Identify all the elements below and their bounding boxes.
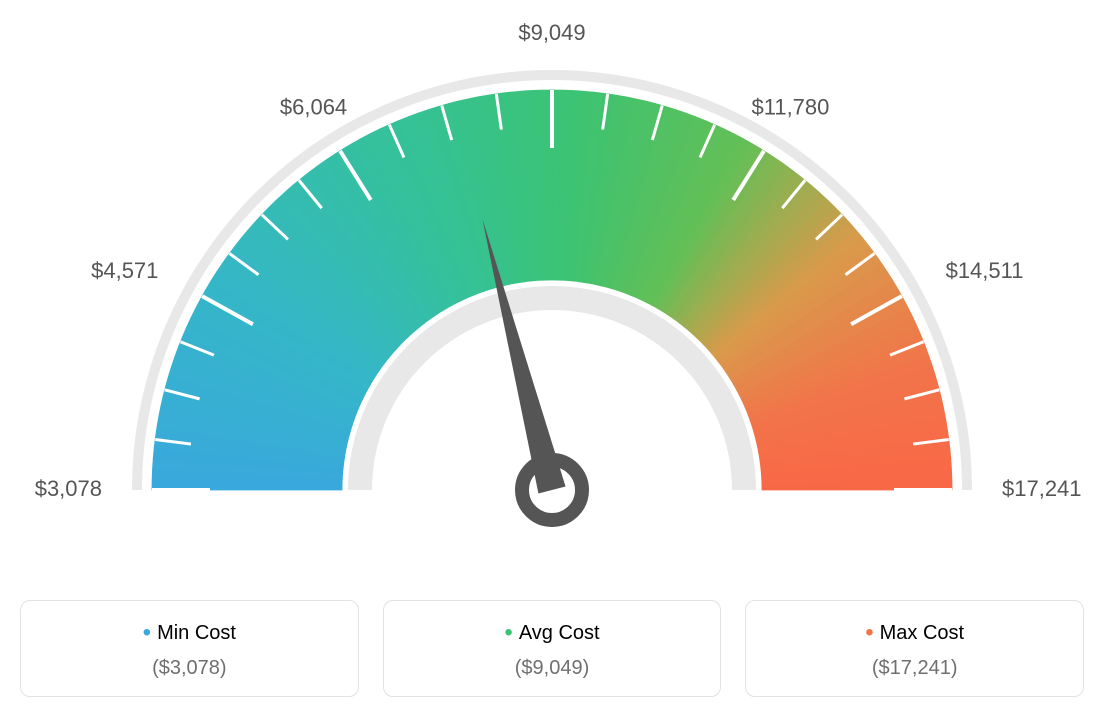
gauge-tick-label: $4,571 [91, 258, 158, 283]
legend-card-min: • Min Cost ($3,078) [20, 600, 359, 697]
legend-value-min: ($3,078) [31, 657, 348, 680]
gauge-tick-label: $9,049 [518, 20, 585, 45]
legend-label-min: Min Cost [157, 622, 236, 644]
legend-card-max: • Max Cost ($17,241) [745, 600, 1084, 697]
legend-title-min: • Min Cost [31, 619, 348, 647]
gauge-tick-label: $3,078 [35, 476, 102, 501]
gauge-tick-label: $14,511 [946, 258, 1024, 283]
gauge-tick-label: $11,780 [752, 94, 830, 119]
legend-value-avg: ($9,049) [394, 657, 711, 680]
gauge-tick-label: $17,241 [1002, 476, 1082, 501]
legend-label-max: Max Cost [880, 622, 964, 644]
gauge-svg: $3,078 $4,571 $6,064 $9,049 $11,780 $14,511 $1… [20, 20, 1084, 580]
legend-title-max: • Max Cost [756, 619, 1073, 647]
dot-icon: • [143, 619, 151, 646]
dot-icon: • [504, 619, 512, 646]
cost-gauge: $3,078 $4,571 $6,064 $9,049 $11,780 $14,511 $1… [20, 20, 1084, 580]
dot-icon: • [865, 619, 873, 646]
legend-value-max: ($17,241) [756, 657, 1073, 680]
legend-title-avg: • Avg Cost [394, 619, 711, 647]
legend-card-avg: • Avg Cost ($9,049) [383, 600, 722, 697]
gauge-tick-label: $6,064 [280, 94, 347, 119]
legend-label-avg: Avg Cost [519, 622, 600, 644]
legend-row: • Min Cost ($3,078) • Avg Cost ($9,049) • M… [20, 600, 1084, 697]
